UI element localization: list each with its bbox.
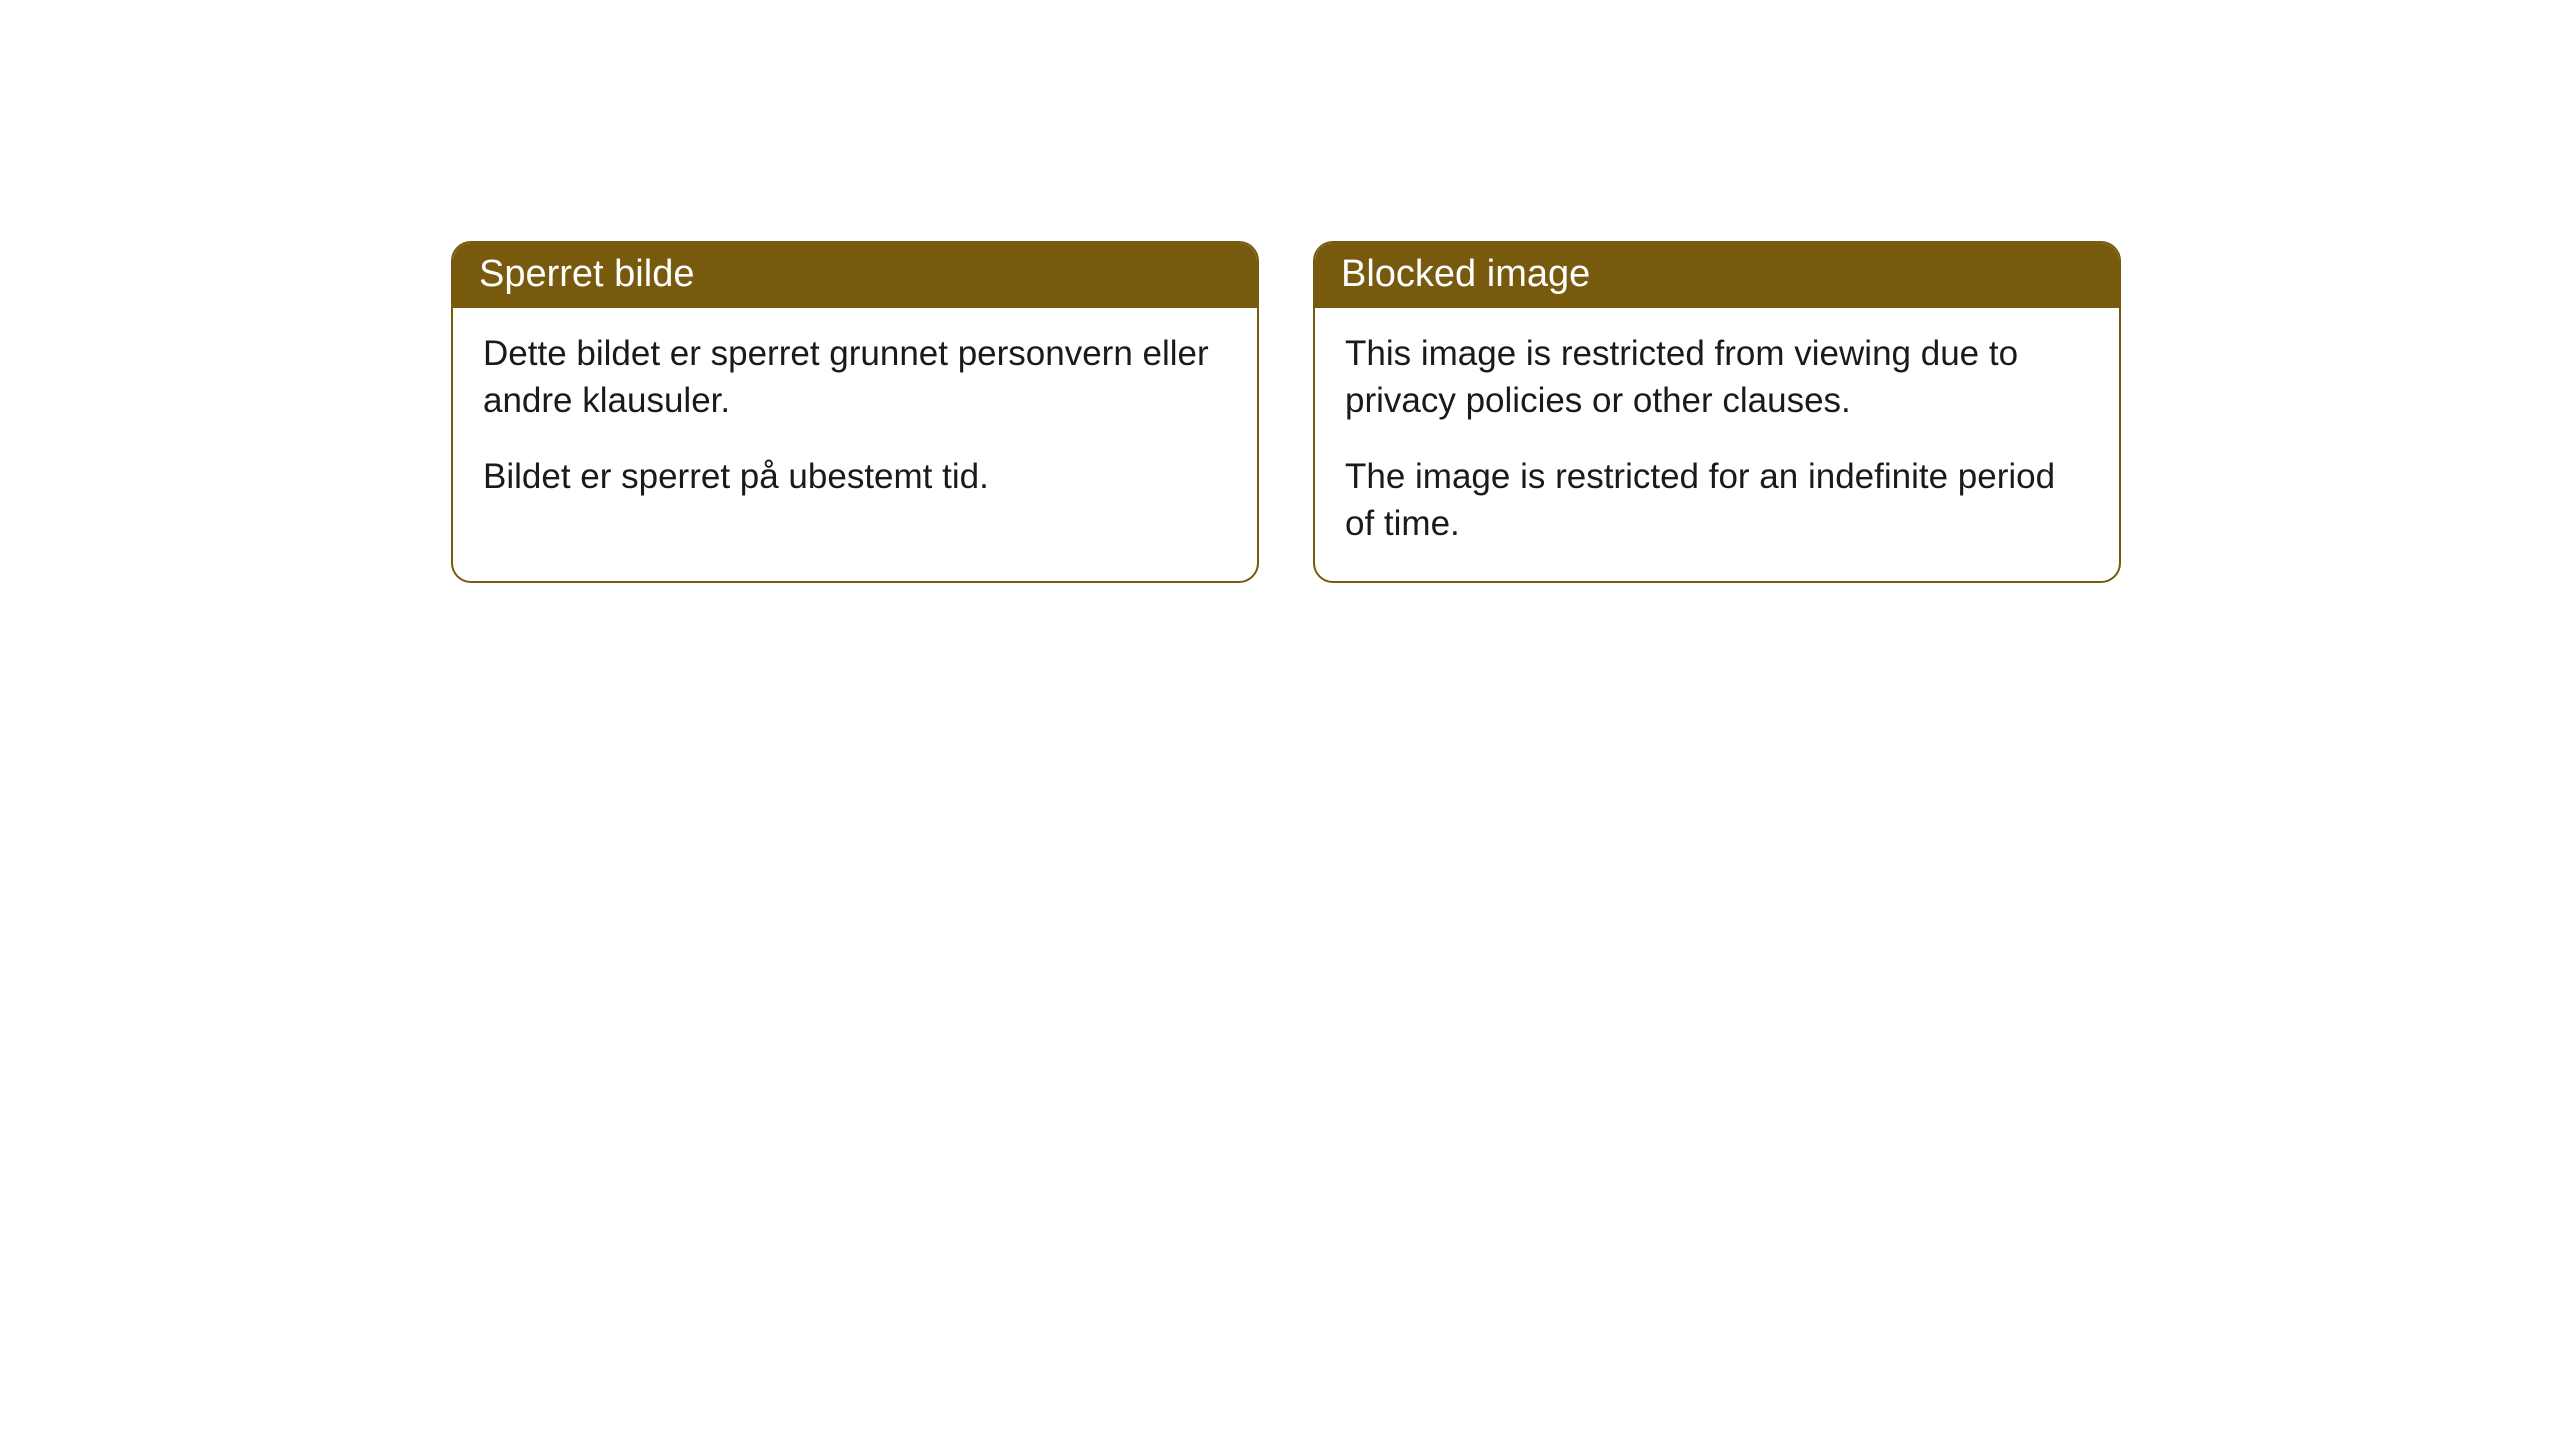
notice-cards-container: Sperret bilde Dette bildet er sperret gr…	[451, 241, 2121, 583]
card-paragraph: Dette bildet er sperret grunnet personve…	[483, 330, 1227, 425]
card-paragraph: This image is restricted from viewing du…	[1345, 330, 2089, 425]
notice-card-norwegian: Sperret bilde Dette bildet er sperret gr…	[451, 241, 1259, 583]
card-header: Sperret bilde	[453, 243, 1257, 308]
card-header: Blocked image	[1315, 243, 2119, 308]
card-title: Blocked image	[1341, 253, 1590, 295]
card-title: Sperret bilde	[479, 253, 694, 295]
card-body: This image is restricted from viewing du…	[1315, 308, 2119, 581]
card-body: Dette bildet er sperret grunnet personve…	[453, 308, 1257, 534]
card-paragraph: The image is restricted for an indefinit…	[1345, 453, 2089, 548]
notice-card-english: Blocked image This image is restricted f…	[1313, 241, 2121, 583]
card-paragraph: Bildet er sperret på ubestemt tid.	[483, 453, 1227, 500]
